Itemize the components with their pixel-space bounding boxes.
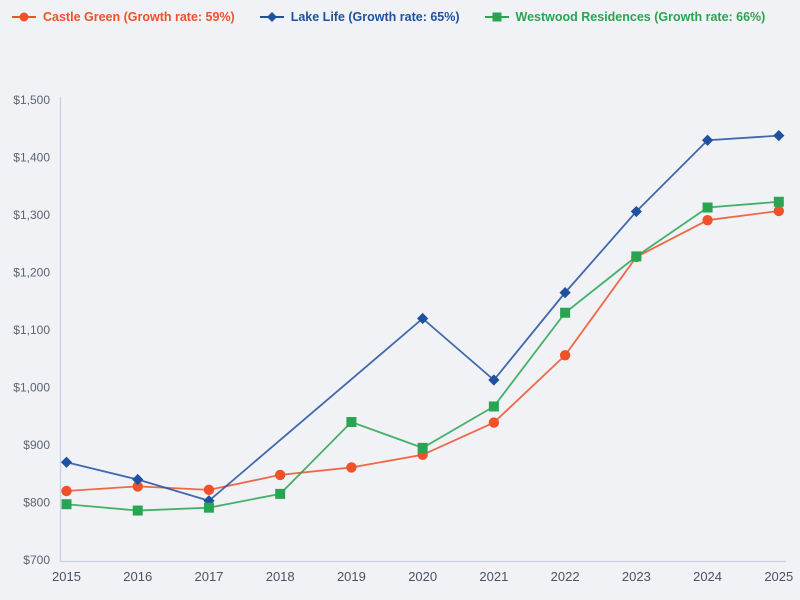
data-point-lake-life-2022: [559, 287, 571, 299]
y-tick-label: $1,000: [13, 381, 50, 395]
data-point-westwood-residences-2016: [132, 505, 143, 516]
y-tick-label: $1,200: [13, 266, 50, 280]
x-tick-label: 2025: [764, 569, 793, 584]
square-marker-icon: [484, 10, 510, 24]
y-tick-label: $900: [23, 438, 50, 452]
data-point-westwood-residences-2023: [631, 251, 642, 262]
data-point-westwood-residences-2015: [61, 499, 72, 510]
x-tick-label: 2018: [266, 569, 295, 584]
series-line-westwood-residences: [66, 200, 779, 512]
data-point-westwood-residences-2021: [488, 401, 499, 412]
data-point-lake-life-2025: [773, 130, 785, 142]
circle-marker-icon: [11, 10, 37, 24]
legend-item-lake-life[interactable]: Lake Life (Growth rate: 65%): [259, 10, 460, 24]
legend-item-westwood-residences[interactable]: Westwood Residences (Growth rate: 66%): [484, 10, 766, 24]
data-point-lake-life-2016: [132, 473, 144, 486]
diamond-marker-icon: [259, 10, 285, 24]
data-point-lake-life-2023: [630, 205, 642, 218]
y-tick-label: $1,300: [13, 208, 50, 222]
data-point-westwood-residences-2022: [560, 307, 571, 318]
legend-label-castle-green: Castle Green (Growth rate: 59%): [43, 10, 235, 24]
x-tick-label: 2021: [479, 569, 508, 584]
data-point-westwood-residences-2017: [203, 502, 214, 513]
data-point-castle-green-2022: [559, 350, 571, 361]
data-point-castle-green-2015: [61, 485, 72, 497]
x-tick-label: 2016: [123, 569, 152, 584]
chart-legend: Castle Green (Growth rate: 59%) Lake Lif…: [11, 10, 765, 24]
data-point-lake-life-2024: [701, 134, 714, 146]
data-point-lake-life-2017: [203, 495, 215, 507]
data-point-castle-green-2024: [702, 214, 713, 226]
data-point-castle-green-2025: [773, 205, 784, 217]
x-tick-label: 2015: [52, 569, 81, 584]
legend-label-lake-life: Lake Life (Growth rate: 65%): [290, 10, 460, 24]
y-tick-label: $700: [23, 553, 50, 567]
x-tick-label: 2022: [551, 569, 580, 584]
legend-item-castle-green[interactable]: Castle Green (Growth rate: 59%): [11, 10, 235, 24]
data-point-lake-life-2020: [417, 312, 429, 325]
x-tick-label: 2020: [408, 569, 437, 584]
data-point-westwood-residences-2019: [346, 417, 357, 427]
data-point-castle-green-2016: [132, 481, 143, 492]
x-tick-label: 2023: [622, 569, 651, 584]
y-tick-label: $1,400: [13, 151, 50, 165]
legend-label-westwood-residences: Westwood Residences (Growth rate: 66%): [515, 10, 766, 24]
y-tick-label: $800: [23, 496, 50, 510]
data-point-castle-green-2017: [203, 484, 215, 496]
data-point-westwood-residences-2025: [773, 196, 784, 207]
data-point-westwood-residences-2024: [702, 202, 713, 213]
data-point-castle-green-2021: [488, 417, 500, 428]
data-point-lake-life-2015: [60, 456, 73, 468]
x-tick-label: 2024: [693, 569, 722, 584]
data-point-lake-life-2021: [488, 374, 500, 386]
y-tick-label: $1,100: [13, 323, 50, 337]
data-point-westwood-residences-2020: [417, 442, 428, 453]
y-tick-label: $1,500: [13, 93, 50, 107]
x-tick-label: 2019: [337, 569, 366, 584]
axis-lines: [59, 97, 786, 563]
data-point-westwood-residences-2018: [275, 488, 286, 499]
data-point-castle-green-2018: [274, 469, 286, 481]
x-tick-label: 2017: [194, 569, 223, 584]
data-point-castle-green-2019: [346, 462, 357, 473]
